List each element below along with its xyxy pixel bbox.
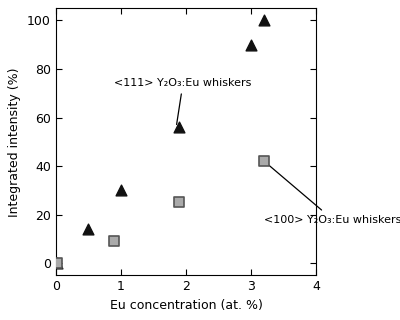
Point bbox=[261, 159, 267, 164]
Point bbox=[176, 125, 183, 130]
Point bbox=[54, 260, 60, 266]
Text: <100> Y₂O₃:Eu whiskers: <100> Y₂O₃:Eu whiskers bbox=[264, 163, 400, 225]
Point bbox=[111, 239, 118, 244]
Point bbox=[261, 18, 267, 23]
Point bbox=[118, 188, 124, 193]
Text: <111> Y₂O₃:Eu whiskers: <111> Y₂O₃:Eu whiskers bbox=[114, 78, 252, 124]
Y-axis label: Integrated intensity (%): Integrated intensity (%) bbox=[8, 67, 21, 217]
Point bbox=[248, 42, 254, 47]
Point bbox=[85, 227, 92, 232]
Point bbox=[54, 260, 60, 266]
X-axis label: Eu concentration (at. %): Eu concentration (at. %) bbox=[110, 299, 262, 312]
Point bbox=[176, 200, 183, 205]
